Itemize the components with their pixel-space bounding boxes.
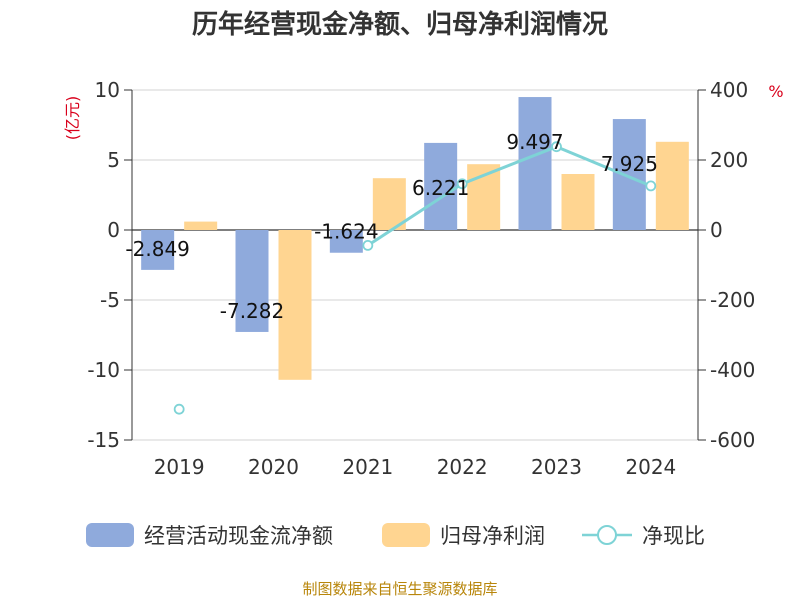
axes: 10 5 0 -5 -10 -15 400 200 0 -200 -400 -600 (亿元)% 2019… <box>63 78 784 479</box>
legend-swatch-cash-flow <box>86 523 134 547</box>
left-axis-unit: (亿元) <box>63 96 82 141</box>
ratio-line <box>173 141 657 415</box>
bar <box>612 119 646 230</box>
bar <box>561 174 595 230</box>
data-labels: -2.849 -7.282 -1.624 6.221 9.497 7.925 <box>125 130 658 323</box>
x-tick-label: 2024 <box>625 455 676 479</box>
bar <box>278 230 312 380</box>
left-tick-label: -15 <box>87 428 120 452</box>
bar <box>329 230 363 253</box>
right-tick-label: 200 <box>710 148 748 172</box>
bar-data-label: 9.497 <box>506 130 563 154</box>
bar <box>141 230 175 270</box>
right-tick-label: 0 <box>710 218 723 242</box>
x-tick-label: 2021 <box>342 455 393 479</box>
left-tick-label: 0 <box>107 218 120 242</box>
left-tick-label: 10 <box>95 78 120 102</box>
right-tick-label: -600 <box>710 428 755 452</box>
legend: 经营活动现金流净额 归母净利润 净现比 <box>86 523 705 548</box>
legend-marker-ratio <box>597 525 617 545</box>
bar <box>184 221 218 230</box>
bar <box>235 230 269 332</box>
bars <box>141 97 689 380</box>
legend-swatch-net-profit <box>382 523 430 547</box>
ratio-point <box>645 180 657 192</box>
ratio-point <box>362 239 374 251</box>
ratio-point <box>456 178 468 190</box>
bar <box>372 178 406 230</box>
legend-label-cash-flow: 经营活动现金流净额 <box>144 524 333 548</box>
right-axis-unit: % <box>768 82 783 101</box>
x-tick-label: 2022 <box>437 455 488 479</box>
right-tick-label: -400 <box>710 358 755 382</box>
left-tick-label: 5 <box>107 148 120 172</box>
bar-data-label: 7.925 <box>601 152 658 176</box>
right-tick-label: 400 <box>710 78 748 102</box>
bar <box>424 142 458 230</box>
legend-label-net-profit: 归母净利润 <box>440 524 545 548</box>
ratio-point <box>551 141 562 153</box>
bar-data-label: 6.221 <box>412 176 469 200</box>
x-tick-label: 2023 <box>531 455 582 479</box>
bar-data-label: -2.849 <box>125 237 189 261</box>
left-tick-label: -5 <box>100 288 120 312</box>
bar <box>655 141 689 230</box>
source-note: 制图数据来自恒生聚源数据库 <box>302 580 497 598</box>
bar-data-label: -7.282 <box>220 299 284 323</box>
x-tick-label: 2019 <box>154 455 205 479</box>
legend-label-ratio: 净现比 <box>642 524 705 548</box>
ratio-line-path <box>367 145 652 247</box>
chart-title: 历年经营现金净额、归母净利润情况 <box>192 9 608 40</box>
x-tick-label: 2020 <box>248 455 299 479</box>
ratio-point <box>173 403 185 415</box>
left-tick-label: -10 <box>87 358 120 382</box>
bar <box>518 97 552 231</box>
right-tick-label: -200 <box>710 288 755 312</box>
bar-data-label: -1.624 <box>314 220 378 244</box>
